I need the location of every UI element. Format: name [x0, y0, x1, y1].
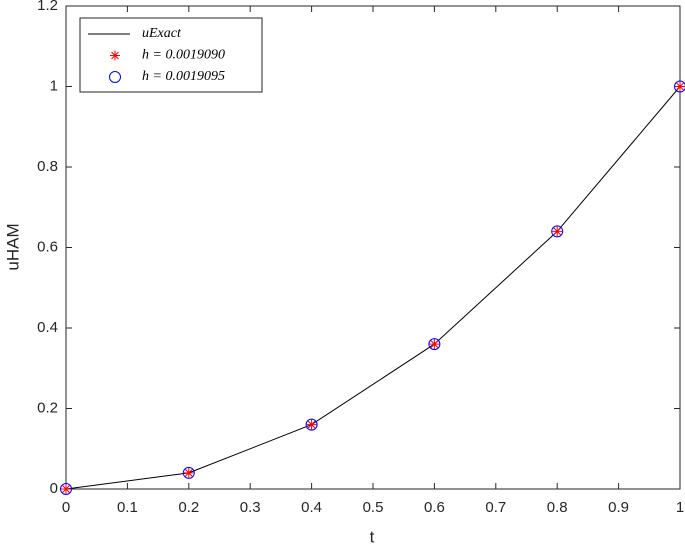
legend-circle — [109, 71, 121, 83]
star-marker — [61, 484, 71, 494]
y-tick-label: 0 — [50, 480, 58, 497]
x-tick-label: 0.6 — [424, 499, 445, 516]
star-marker — [675, 81, 685, 92]
y-tick-label: 1.2 — [37, 0, 58, 14]
x-tick-label: 1 — [676, 499, 684, 516]
legend-label: h = 0.0019095 — [142, 69, 225, 84]
x-tick-label: 0.2 — [178, 499, 199, 516]
data-line — [65, 86, 681, 490]
legend-star — [110, 50, 120, 61]
x-tick-label: 0.8 — [547, 499, 568, 516]
x-tick-label: 0.1 — [117, 499, 138, 516]
circle-marker — [674, 80, 685, 93]
star-marker — [306, 419, 317, 430]
y-tick-label: 0.6 — [37, 238, 58, 255]
legend-label: h = 0.0019090 — [142, 48, 225, 63]
circle-marker — [428, 338, 441, 351]
x-tick-label: 0.7 — [485, 499, 506, 516]
circle-marker — [182, 466, 195, 479]
y-tick-label: 0.8 — [37, 158, 58, 175]
y-tick-label: 1 — [50, 77, 58, 94]
x-tick-label: 0.3 — [240, 499, 261, 516]
legend-label: uExact — [142, 26, 182, 41]
x-axis-label: t — [370, 527, 375, 545]
x-tick-label: 0.4 — [301, 499, 322, 516]
circle-marker — [305, 418, 318, 431]
x-tick-label: 0.5 — [363, 499, 384, 516]
star-marker — [552, 226, 563, 237]
x-tick-label: 0.9 — [608, 499, 629, 516]
y-axis-label: uHAM — [3, 223, 22, 270]
circle-marker — [551, 225, 564, 238]
y-tick-label: 0.4 — [37, 319, 58, 336]
star-marker — [183, 467, 194, 478]
y-tick-label: 0.2 — [37, 399, 58, 416]
circle-marker — [60, 483, 72, 495]
x-tick-label: 0 — [62, 499, 70, 516]
star-marker — [429, 339, 440, 350]
